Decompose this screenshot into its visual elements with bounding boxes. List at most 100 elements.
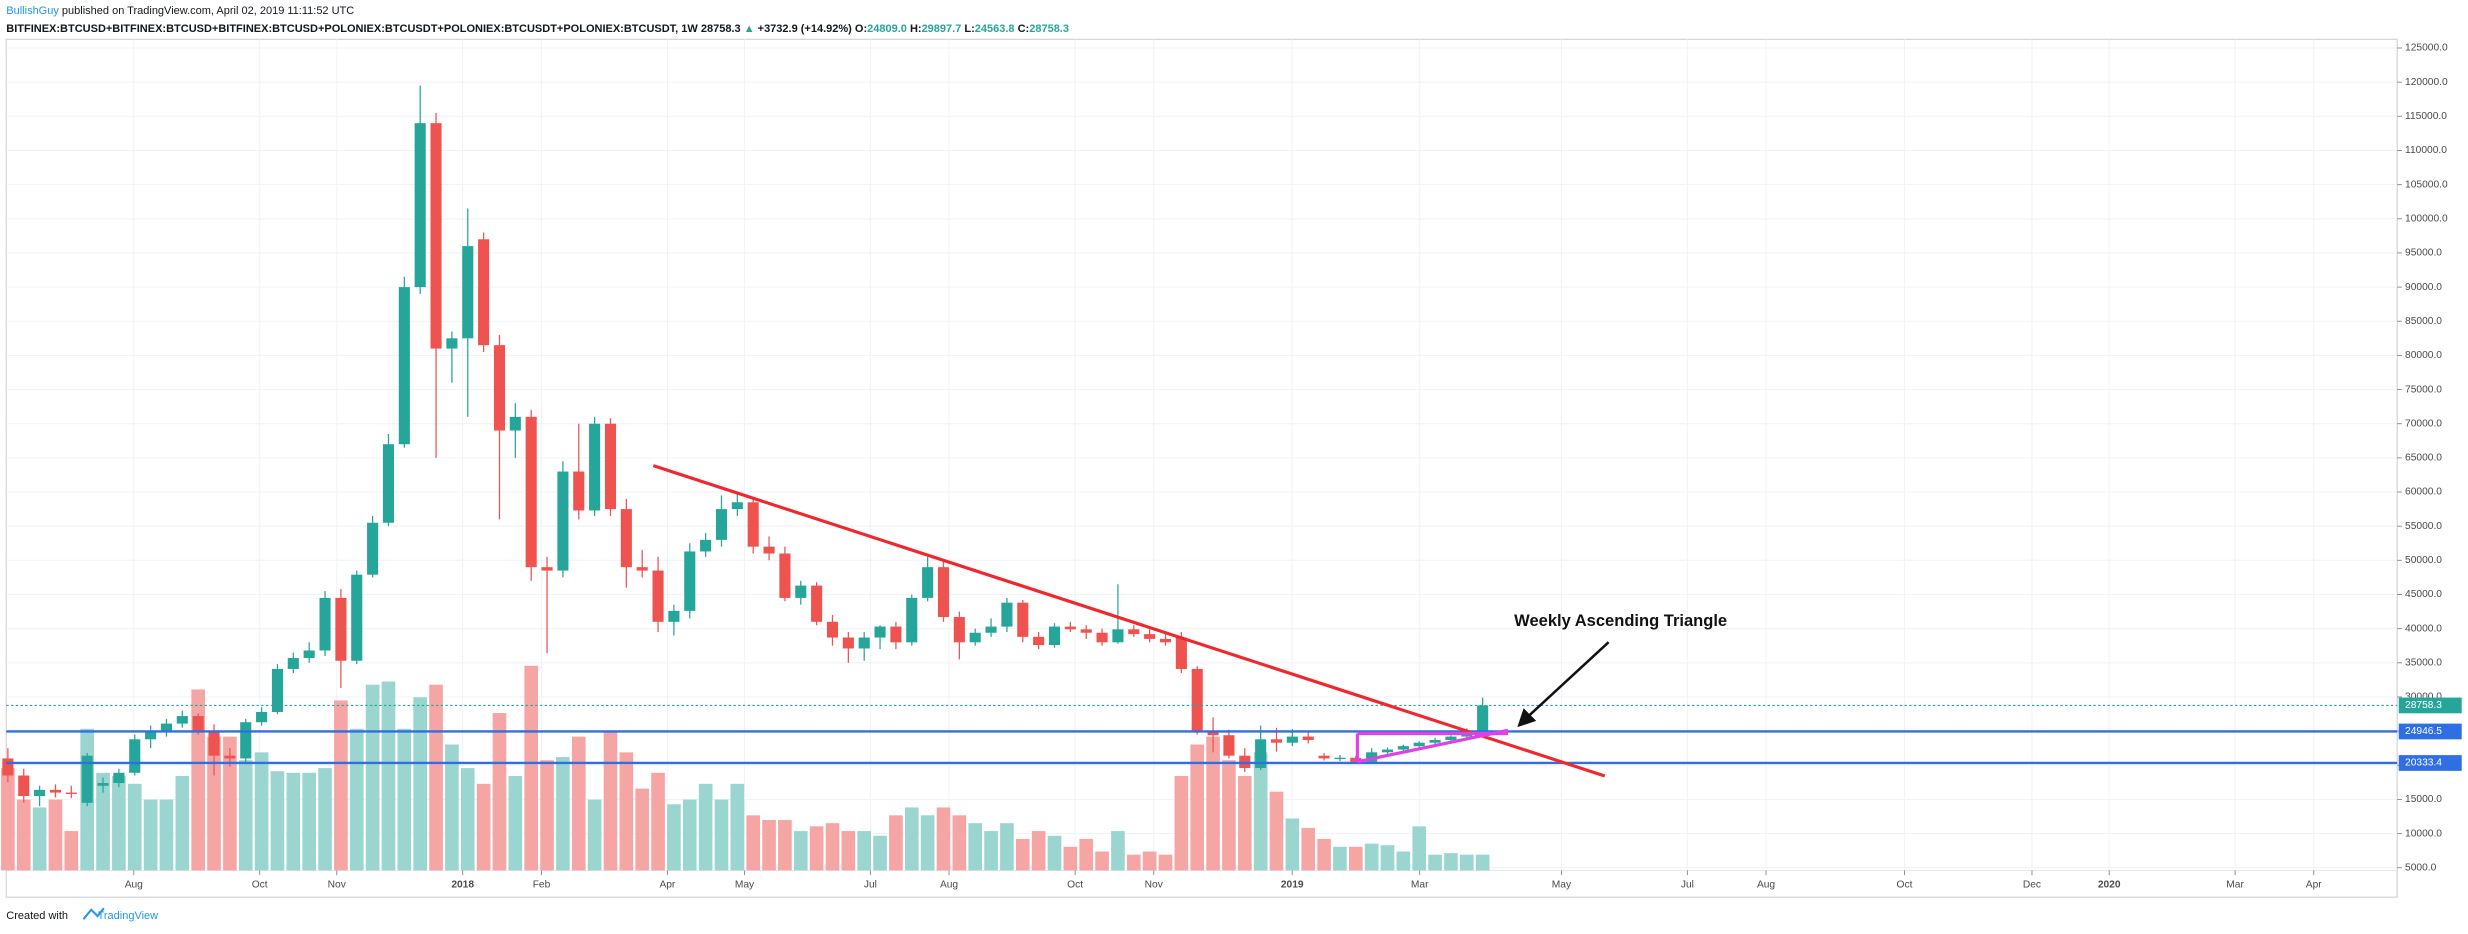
volume-bar <box>191 689 205 871</box>
candle-body <box>1223 735 1235 756</box>
volume-bar <box>952 815 967 871</box>
y-tick-label: 45000.0 <box>2405 589 2442 600</box>
volume-bar <box>1412 826 1427 871</box>
x-tick-label: Apr <box>659 879 675 890</box>
level-label-box <box>2398 723 2462 740</box>
volume-bar <box>1095 851 1109 871</box>
y-tick-label: 30000.0 <box>2405 692 2442 703</box>
x-tick-label: 2019 <box>1281 879 1304 890</box>
candle-body <box>335 597 347 661</box>
volume-bar <box>1126 854 1141 871</box>
volume-bar <box>1111 831 1125 871</box>
brand-logo <box>82 907 105 920</box>
candle-body <box>192 716 204 732</box>
candle-body <box>747 502 759 547</box>
volume-bar <box>651 772 665 871</box>
candle-body <box>1048 626 1061 646</box>
x-tick-label: Apr <box>2306 879 2322 890</box>
candle-body <box>462 246 474 339</box>
x-tick-label: Mar <box>1411 879 1429 890</box>
x-tick-label: Aug <box>940 879 958 890</box>
volume-bar <box>1206 736 1220 871</box>
volume-bar <box>1079 838 1094 871</box>
ohlc-value: 24809.0 <box>867 23 907 35</box>
y-tick-label: 90000.0 <box>2405 282 2442 293</box>
trendline <box>1357 728 1509 764</box>
candle-body <box>145 731 157 740</box>
candle-body <box>1001 602 1013 627</box>
change: +3732.9 (+14.92%) <box>758 23 853 35</box>
x-tick-label: Jul <box>864 879 877 890</box>
volume-bar <box>476 783 491 871</box>
x-tick-label: May <box>735 879 755 890</box>
candle-body <box>478 239 490 346</box>
candle-body <box>731 502 743 510</box>
x-tick-label: 2020 <box>2098 879 2121 890</box>
candle-body <box>842 637 854 649</box>
volume-bar <box>1301 827 1316 871</box>
candle-body <box>1017 602 1029 637</box>
last-price-box <box>2398 697 2462 714</box>
x-tick-label: Nov <box>1145 879 1164 890</box>
author: BullishGuy <box>6 5 59 17</box>
volume-bar <box>381 681 396 871</box>
volume-bar <box>48 799 63 871</box>
volume-bar <box>460 768 475 871</box>
volume-bar <box>603 731 618 871</box>
volume-bar <box>667 804 681 871</box>
footer-brand[interactable]: TradingView <box>98 910 159 922</box>
candle-body <box>2 758 14 776</box>
volume-bar <box>698 783 713 871</box>
candle-body <box>34 789 46 797</box>
y-tick-label: 120000.0 <box>2405 77 2448 88</box>
y-tick-label: 10000.0 <box>2405 828 2442 839</box>
ohlc-label: O: <box>855 23 867 35</box>
volume-bar <box>286 772 301 871</box>
volume-bar <box>746 815 761 871</box>
candle-body <box>176 716 188 724</box>
candle-body <box>1033 636 1045 646</box>
volume-bar <box>571 736 586 871</box>
candle-body <box>256 711 268 723</box>
volume-bar <box>508 775 523 871</box>
candle-body <box>1270 739 1283 743</box>
volume-bar <box>112 775 126 871</box>
x-tick-label: Jul <box>1681 879 1694 890</box>
volume-bar <box>1 768 15 871</box>
x-tick-label: Nov <box>328 879 347 890</box>
candle-body <box>240 722 252 759</box>
volume-bar <box>920 815 935 871</box>
volume-bar <box>778 820 792 871</box>
volume-bar <box>1475 854 1490 871</box>
volume-bar <box>429 684 443 871</box>
candle-body <box>874 626 886 638</box>
y-tick-label: 80000.0 <box>2405 350 2442 361</box>
candle-body <box>18 775 30 797</box>
candle-body <box>652 570 664 622</box>
volume-bar <box>730 783 745 871</box>
ohlc-label: L: <box>964 23 974 35</box>
symbol-line: BITFINEX:BTCUSD+BITFINEX:BTCUSD+BITFINEX… <box>6 23 1069 35</box>
candle-body <box>129 739 141 773</box>
volume-bar <box>793 831 808 871</box>
candle-body <box>319 597 331 651</box>
x-tick-label: 2018 <box>451 879 474 890</box>
symbol: BITFINEX:BTCUSD+BITFINEX:BTCUSD+BITFINEX… <box>6 23 698 35</box>
candle-body <box>271 668 284 712</box>
x-tick-label: Dec <box>2023 879 2041 890</box>
volume-bar <box>936 807 951 871</box>
candle-body <box>97 783 109 786</box>
published: published on TradingView.com, April 02, … <box>62 5 354 17</box>
volume-bar <box>1015 838 1030 871</box>
y-tick-label: 110000.0 <box>2405 145 2447 156</box>
volume-bar <box>1285 818 1300 871</box>
candle-body <box>1191 668 1203 732</box>
y-tick-label: 75000.0 <box>2405 384 2442 395</box>
x-tick-label: Mar <box>2226 879 2244 890</box>
candle-body <box>668 610 680 622</box>
x-tick-label: Feb <box>533 879 551 890</box>
candle-body <box>969 632 981 643</box>
volume-bar <box>1047 835 1062 871</box>
candle-body <box>1445 736 1457 740</box>
y-tick-label: 5000.0 <box>2405 862 2437 873</box>
